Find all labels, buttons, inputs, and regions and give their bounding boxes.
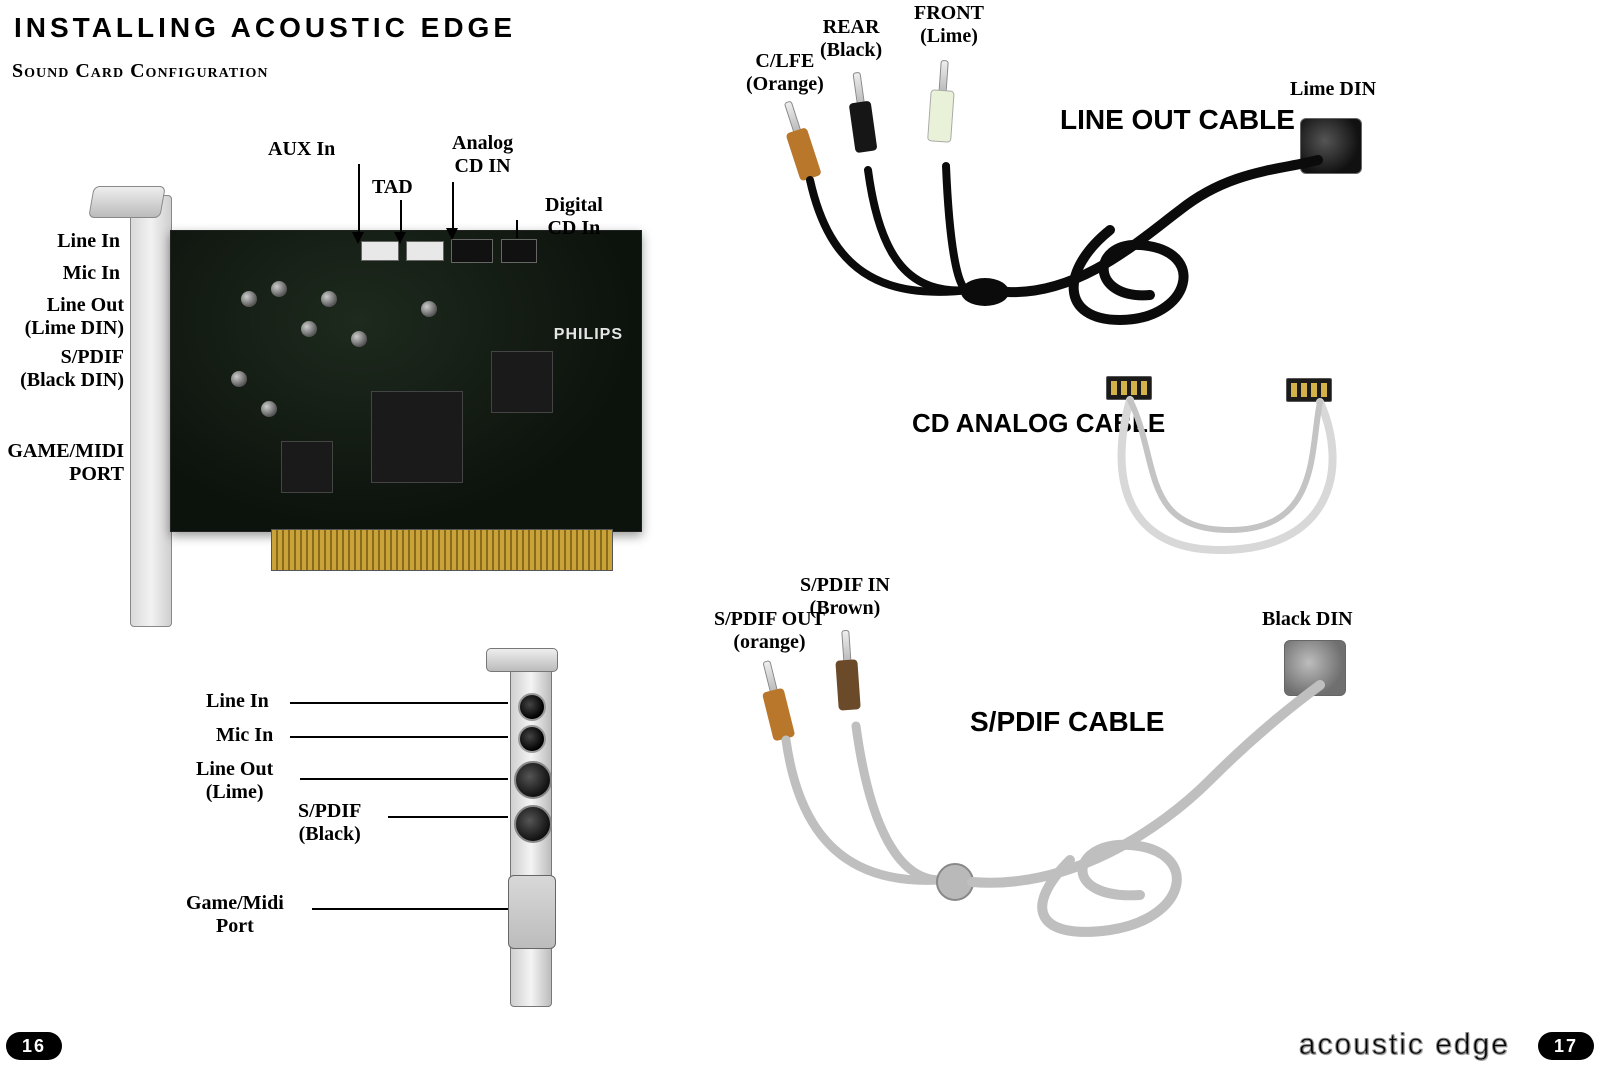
spdif-cable-path-icon	[740, 630, 1380, 950]
page-number-right: 17	[1538, 1032, 1594, 1060]
soundcard-side-view	[490, 665, 590, 1015]
leader-line	[290, 702, 508, 704]
arrowhead-icon	[446, 228, 458, 240]
label-rear: REAR (Black)	[820, 16, 882, 62]
leader-line	[300, 778, 508, 780]
capacitor-icon	[231, 371, 247, 387]
label-mic-in: Mic In	[30, 262, 120, 285]
board-brand: PHILIPS	[554, 326, 623, 344]
capacitor-icon	[351, 331, 367, 347]
jack-mic-in-icon	[518, 725, 546, 753]
header-tad-icon	[406, 241, 444, 261]
card-bracket-icon	[130, 195, 172, 627]
lineout-cable-path-icon	[760, 70, 1380, 360]
arrowhead-icon	[352, 232, 364, 244]
header-aux-icon	[361, 241, 399, 261]
side-label-line-in: Line In	[206, 690, 269, 713]
label-line-out: Line Out (Lime DIN)	[6, 294, 124, 340]
capacitor-icon	[321, 291, 337, 307]
page-number-left: 16	[6, 1032, 62, 1060]
leader-line	[358, 164, 360, 236]
label-digital-cd-in: Digital CD In	[545, 194, 603, 240]
arrowhead-icon	[394, 232, 406, 244]
side-label-line-out: Line Out (Lime)	[196, 758, 273, 804]
leader-line	[516, 220, 518, 238]
dsub-game-midi-icon	[508, 875, 556, 949]
capacitor-icon	[421, 301, 437, 317]
label-analog-cd-in: Analog CD IN	[452, 132, 513, 178]
page-title: Installing Acoustic Edge	[14, 12, 516, 44]
label-spdif-in: S/PDIF IN (Brown)	[800, 574, 890, 620]
side-label-mic-in: Mic In	[216, 724, 273, 747]
label-spdif: S/PDIF (Black DIN)	[0, 346, 124, 392]
page-subtitle: Sound Card Configuration	[12, 60, 269, 83]
jack-line-in-icon	[518, 693, 546, 721]
din-line-out-icon	[514, 761, 552, 799]
label-game-midi: GAME/MIDI PORT	[0, 440, 124, 486]
leader-line	[290, 736, 508, 738]
leader-line	[388, 816, 508, 818]
din-spdif-icon	[514, 805, 552, 843]
label-front: FRONT (Lime)	[914, 2, 984, 48]
header-cdin-icon	[451, 239, 493, 263]
capacitor-icon	[261, 401, 277, 417]
cd-analog-cable-path-icon	[1080, 380, 1400, 580]
side-label-game-midi: Game/Midi Port	[186, 892, 284, 938]
card-pcb: PHILIPS	[170, 230, 642, 532]
capacitor-icon	[271, 281, 287, 297]
chip-icon	[281, 441, 333, 493]
soundcard-top-view: PHILIPS	[130, 210, 650, 570]
manual-spread: Installing Acoustic Edge Sound Card Conf…	[0, 0, 1600, 1070]
leader-line	[312, 908, 508, 910]
label-aux-in: AUX In	[268, 138, 335, 161]
header-digcd-icon	[501, 239, 537, 263]
label-tad: TAD	[372, 176, 413, 199]
chip-icon	[371, 391, 463, 483]
capacitor-icon	[241, 291, 257, 307]
chip-icon	[491, 351, 553, 413]
leader-line	[452, 182, 454, 232]
side-label-spdif: S/PDIF (Black)	[298, 800, 361, 846]
capacitor-icon	[301, 321, 317, 337]
leader-line	[400, 200, 402, 236]
label-line-in: Line In	[30, 230, 120, 253]
label-black-din: Black DIN	[1262, 608, 1353, 631]
brand-logo: acoustic edge	[1299, 1028, 1510, 1062]
